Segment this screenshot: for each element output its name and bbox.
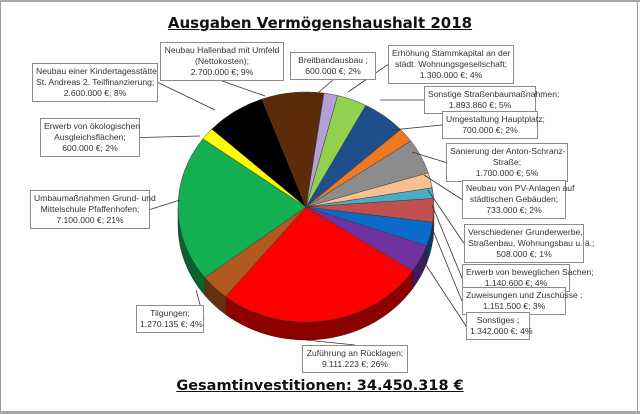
chart-total: Gesamtinvestitionen: 34.450.318 €: [176, 378, 464, 394]
leader-line: [221, 80, 266, 97]
slice-label-text: Erwerb von ökologischen: [44, 121, 141, 131]
slice-label-text: Neubau von PV-Anlagen auf: [466, 183, 575, 193]
slice-label: Sanierung der Anton-Schranz- Straße; 1.700…: [446, 143, 568, 182]
slice-label-text: städt. Wohnungsgesellschaft;: [394, 59, 508, 69]
slice-label-text: Neubau Hallenbad mit Umfeld: [164, 45, 280, 55]
slice-label: Verschiedener Grunderwerbe, Straßenbau, W…: [464, 224, 595, 263]
leader-line: [427, 189, 465, 244]
slice-label-text: städtischen Gebäuden;: [469, 194, 559, 204]
slice-label: Sonstige Straßenbaumaßnahmen; 1.893.860 €…: [424, 86, 560, 114]
slice-label-value: 1.151.500 €; 3%: [482, 301, 546, 311]
slice-label-text: Sonstige Straßenbaumaßnahmen;: [428, 89, 560, 99]
slice-label-text: Straßenbau, Wohnungsbau u. ä.;: [468, 238, 595, 248]
leader-line: [305, 339, 356, 346]
frame-top-border: [0, 0, 640, 2]
slice-label-text: Tilgungen;: [150, 308, 190, 318]
slice-label-text: Ausgleichsflächen;: [54, 132, 126, 142]
slice-label-value: 1.700.000 €; 5%: [475, 168, 539, 178]
slice-label-value: 700.000 €; 2%: [462, 125, 518, 135]
slice-label-value: 1.342.000 €; 4%: [470, 326, 533, 336]
frame-bottom-border: [0, 411, 640, 414]
leader-line: [391, 124, 443, 131]
slice-label-text: Sonstiges ;: [476, 315, 520, 325]
leader-line: [411, 151, 447, 163]
slice-label-value: 1.140.600 €; 4%: [484, 278, 548, 288]
slice-label: Neubau einer Kindertagesstätte St. Andrea…: [32, 63, 158, 102]
slice-label: Erwerb von ökologischen Ausgleichsflächen…: [40, 118, 140, 157]
slice-label: Tilgungen; 1.270.135 €; 4%: [136, 305, 204, 333]
slice-label-value: 1.270.135 €; 4%: [140, 319, 203, 329]
slice-label-text: St. Andreas 2. Teilfinanzierung;: [36, 77, 155, 87]
slice-label: Zuweisungen und Zuschüsse ; 1.151.500 €; …: [462, 287, 583, 315]
slice-label-value: 733.000 €; 2%: [486, 205, 542, 215]
slice-label-text: Straße;: [492, 157, 522, 167]
slice-label-text: Erwerb von beweglichen Sachen;: [466, 267, 594, 277]
slice-label-text: Sanierung der Anton-Schranz-: [450, 146, 566, 156]
slice-label-value: 508.000 €; 1%: [496, 249, 552, 259]
slice-label-text: Zuweisungen und Zuschüsse ;: [466, 290, 583, 300]
pie-slice: [177, 138, 307, 278]
slice-label-text: Mittelschule Pfaffenhofen;: [40, 204, 140, 214]
leader-line: [431, 204, 463, 279]
leader-line: [423, 174, 463, 200]
slice-label-text: Umbaumaßnahmen Grund- und: [34, 193, 156, 203]
leader-line: [297, 79, 334, 111]
leader-line: [149, 199, 181, 210]
slice-label-text: Verschiedener Grunderwerbe,: [468, 227, 583, 237]
chart-title: Ausgaben Vermögenshaushalt 2018: [167, 14, 473, 32]
slice-label-value: 1.300.000 €; 4%: [419, 70, 483, 80]
leader-line: [423, 261, 467, 327]
slice-label: Erhöhung Stammkapital an der städt. Wohnu…: [388, 45, 514, 84]
pie-slice: [261, 91, 325, 208]
slice-label: Breitbandausbau ; 600.000 €; 2%: [290, 52, 376, 80]
leader-line: [431, 227, 463, 302]
slice-label-value: 600.000 €; 2%: [62, 143, 118, 153]
slice-label-text: (Nettokosten);: [195, 56, 249, 66]
leader-line: [157, 82, 216, 111]
slice-label-text: Umgestaltung Hauptplatz;: [446, 114, 545, 124]
slice-label-text: Erhöhung Stammkapital an der: [392, 48, 511, 58]
pie-slice: [225, 206, 413, 323]
slice-label-value: 2.700.000 €; 9%: [190, 67, 254, 77]
slice-label-text: Neubau einer Kindertagesstätte: [36, 66, 157, 76]
slice-label-value: 9.111.223 €; 26%: [321, 359, 389, 369]
slice-label-value: 2.600.000 €; 8%: [63, 88, 127, 98]
slice-label: Zuführung an Rücklagen; 9.111.223 €; 26%: [302, 345, 408, 373]
slice-label: Sonstiges ; 1.342.000 €; 4%: [466, 312, 533, 340]
slice-label: Umgestaltung Hauptplatz; 700.000 €; 2%: [442, 111, 545, 139]
slice-label: Umbaumaßnahmen Grund- und Mittelschule Pf…: [30, 190, 156, 229]
slice-label: Neubau Hallenbad mit Umfeld (Nettokosten)…: [160, 42, 284, 81]
slice-label-value: 600.000 €; 2%: [305, 66, 361, 76]
slice-label: Neubau von PV-Anlagen auf städtischen Geb…: [462, 180, 575, 219]
slice-label-value: 7.100.000 €; 21%: [56, 215, 124, 225]
slice-label-value: 1.893.860 €; 5%: [448, 100, 512, 110]
leader-line: [139, 135, 201, 138]
slice-label-text: Breitbandausbau ;: [298, 55, 368, 65]
slice-label-text: Zuführung an Rücklagen;: [306, 348, 404, 358]
